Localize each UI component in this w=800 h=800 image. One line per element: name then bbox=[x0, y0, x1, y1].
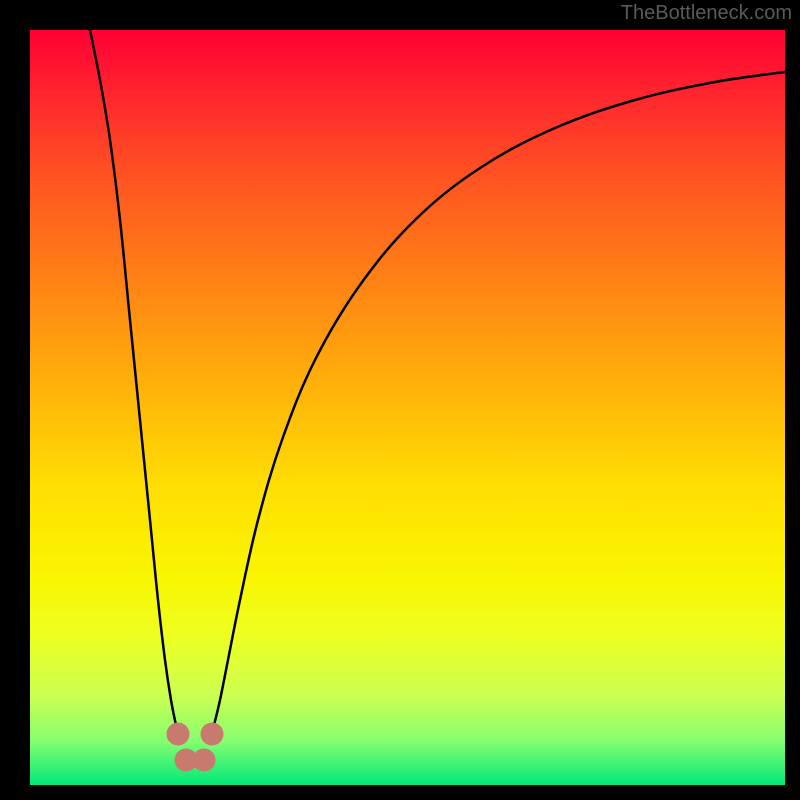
cusp-marker bbox=[167, 723, 189, 745]
curve-left-branch bbox=[90, 30, 180, 740]
chart-frame: TheBottleneck.com bbox=[0, 0, 800, 800]
curve-right-branch bbox=[210, 72, 785, 740]
cusp-marker bbox=[201, 723, 223, 745]
curve-layer bbox=[0, 0, 800, 800]
cusp-marker bbox=[193, 749, 215, 771]
